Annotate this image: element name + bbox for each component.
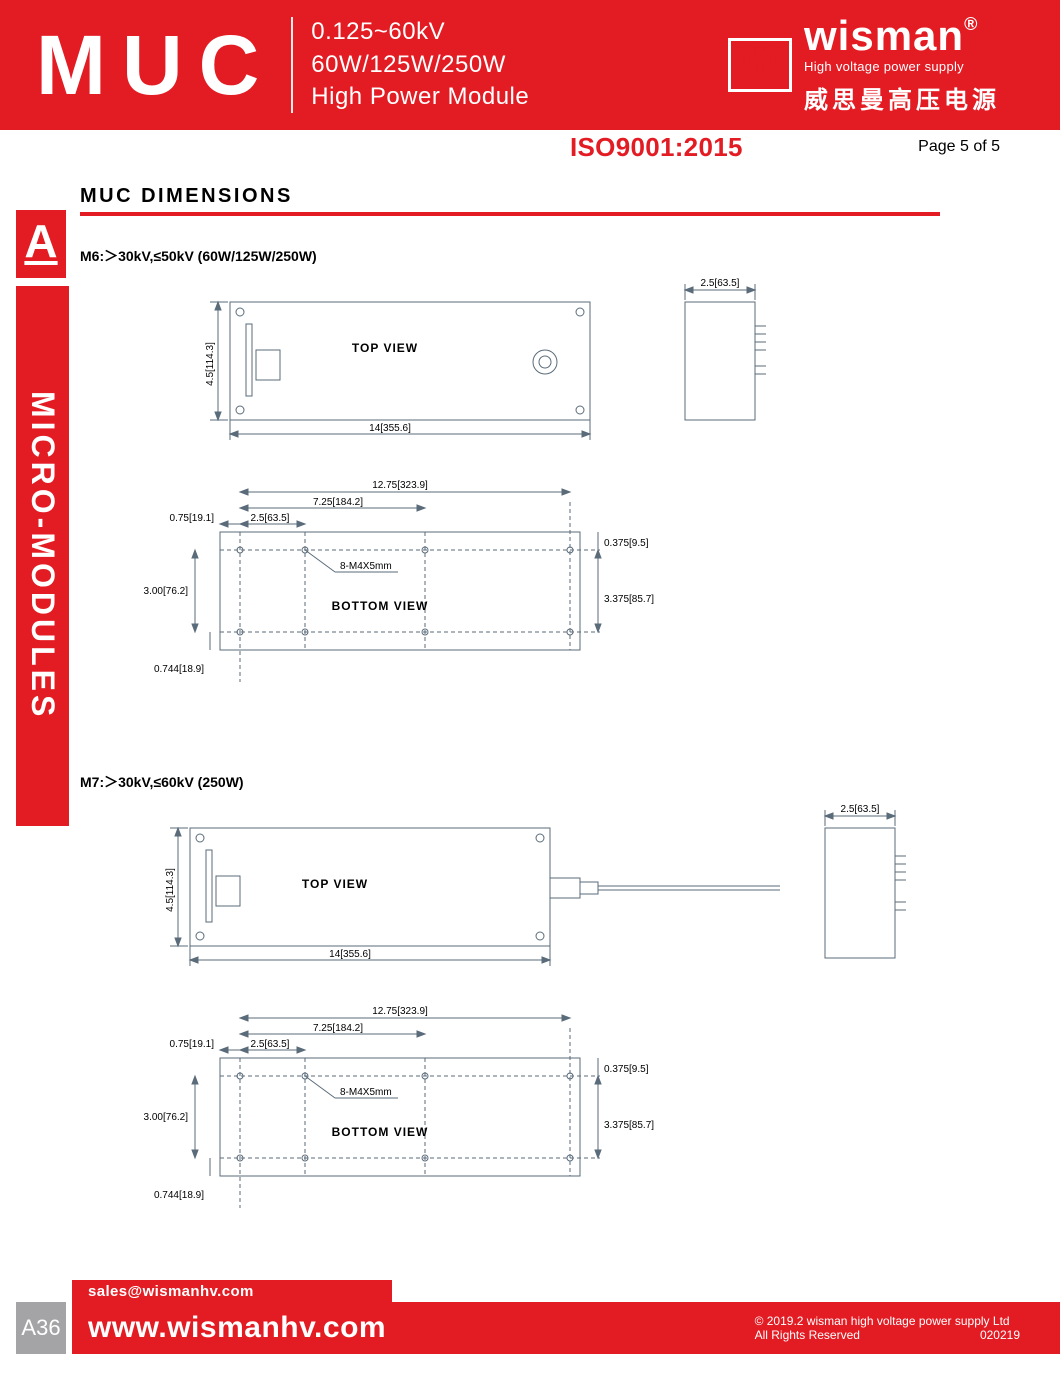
m6-top-h: 4.5[114.3] (205, 342, 216, 386)
m7-h1: 3.00[76.2] (144, 1112, 189, 1123)
rev: 020219 (980, 1328, 1020, 1342)
side-tab: A MICRO-MODULES (16, 210, 66, 826)
spec-line-2: 60W/125W/250W (311, 49, 529, 81)
header-bar: MUC 0.125~60kV 60W/125W/250W High Power … (0, 0, 1060, 130)
page-number: Page 5 of 5 (918, 138, 1000, 156)
m6-offl: 0.75[19.1] (170, 513, 215, 524)
m7-h4: 0.375[9.5] (604, 1064, 649, 1075)
m6-w2: 7.25[184.2] (313, 497, 363, 508)
m7-w2: 7.25[184.2] (313, 1023, 363, 1034)
variant-label-m7: M7:＞30kV,≤60kV (250W) (80, 772, 1000, 792)
rights: All Rights Reserved (755, 1328, 860, 1342)
logo-text: wisman® High voltage power supply 威思曼高压电… (804, 15, 1000, 115)
m7-side-w: 2.5[63.5] (841, 804, 880, 815)
m7-w3: 2.5[63.5] (251, 1039, 290, 1050)
m7-h2: 0.744[18.9] (154, 1190, 204, 1201)
m6-h2: 0.744[18.9] (154, 664, 204, 675)
m7-side-view-svg: 2.5[63.5] (780, 792, 940, 982)
m6-h3: 3.375[85.7] (604, 594, 654, 605)
brand-cn: 威思曼高压电源 (804, 80, 1000, 115)
m7-top-view-svg: 14[355.6] 4.5[114.3] TOP VIEW (100, 798, 800, 978)
m6-holes: 8-M4X5mm (340, 561, 392, 572)
category-label: MICRO-MODULES (16, 286, 69, 826)
section-letter: A (16, 210, 66, 278)
copyright: © 2019.2 wisman high voltage power suppl… (755, 1314, 1020, 1328)
logo-mark-icon: W (728, 38, 792, 92)
section-title: MUC DIMENSIONS (80, 185, 940, 216)
m6-w1: 12.75[323.9] (372, 480, 428, 491)
m7-holes: 8-M4X5mm (340, 1087, 392, 1098)
header-specs: 0.125~60kV 60W/125W/250W High Power Modu… (311, 16, 529, 113)
m6-h1: 3.00[76.2] (144, 586, 189, 597)
m6-top-label: TOP VIEW (352, 341, 418, 355)
brand-name: wisman (804, 12, 964, 59)
m6-top-view-svg: 14[355.6] 4.5[114.3] TOP VIEW (140, 272, 600, 452)
main-content: MUC DIMENSIONS M6:＞30kV,≤50kV (60W/125W/… (80, 185, 1000, 1218)
spec-line-3: High Power Module (311, 81, 529, 113)
footer-url: www.wismanhv.com (88, 1311, 386, 1345)
m6-side-view-svg: 2.5[63.5] (640, 266, 800, 446)
footer: A36 sales@wismanhv.com www.wismanhv.com … (0, 1282, 1060, 1354)
m6-bottom-view-svg: 8-M4X5mm BOTTOM VIEW (100, 472, 670, 702)
product-name: MUC (36, 17, 291, 114)
spec-line-1: 0.125~60kV (311, 16, 529, 48)
m7-h3: 3.375[85.7] (604, 1120, 654, 1131)
m7-bot-label: BOTTOM VIEW (332, 1125, 429, 1139)
registered-icon: ® (964, 14, 978, 34)
m6-bot-label: BOTTOM VIEW (332, 599, 429, 613)
footer-email: sales@wismanhv.com (72, 1280, 392, 1302)
drawings-m7: 14[355.6] 4.5[114.3] TOP VIEW 2.5[63.5] (80, 798, 1000, 1218)
brand-tagline: High voltage power supply (804, 59, 1000, 74)
m7-w1: 12.75[323.9] (372, 1006, 428, 1017)
m6-w3: 2.5[63.5] (251, 513, 290, 524)
m7-top-h: 4.5[114.3] (165, 868, 176, 912)
header-divider (291, 17, 293, 113)
m6-top-w: 14[355.6] (369, 423, 411, 434)
m7-top-w: 14[355.6] (329, 949, 371, 960)
variant-label-m6: M6:＞30kV,≤50kV (60W/125W/250W) (80, 246, 1000, 266)
sub-header: ISO9001:2015 Page 5 of 5 (0, 130, 1060, 164)
footer-bar: www.wismanhv.com © 2019.2 wisman high vo… (72, 1302, 1060, 1354)
m7-bottom-view-svg: 8-M4X5mm BOTTOM VIEW 12.75[323.9] 7.25[1 (100, 998, 670, 1228)
m6-side-w: 2.5[63.5] (701, 278, 740, 289)
m7-offl: 0.75[19.1] (170, 1039, 215, 1050)
brand-logo: W wisman® High voltage power supply 威思曼高… (728, 15, 1000, 115)
drawings-m6: 14[355.6] 4.5[114.3] TOP VIEW (80, 272, 1000, 692)
iso-cert: ISO9001:2015 (570, 132, 743, 163)
m6-h4: 0.375[9.5] (604, 538, 649, 549)
page-ref: A36 (16, 1302, 66, 1354)
m7-top-label: TOP VIEW (302, 877, 368, 891)
footer-legal: © 2019.2 wisman high voltage power suppl… (755, 1314, 1020, 1343)
